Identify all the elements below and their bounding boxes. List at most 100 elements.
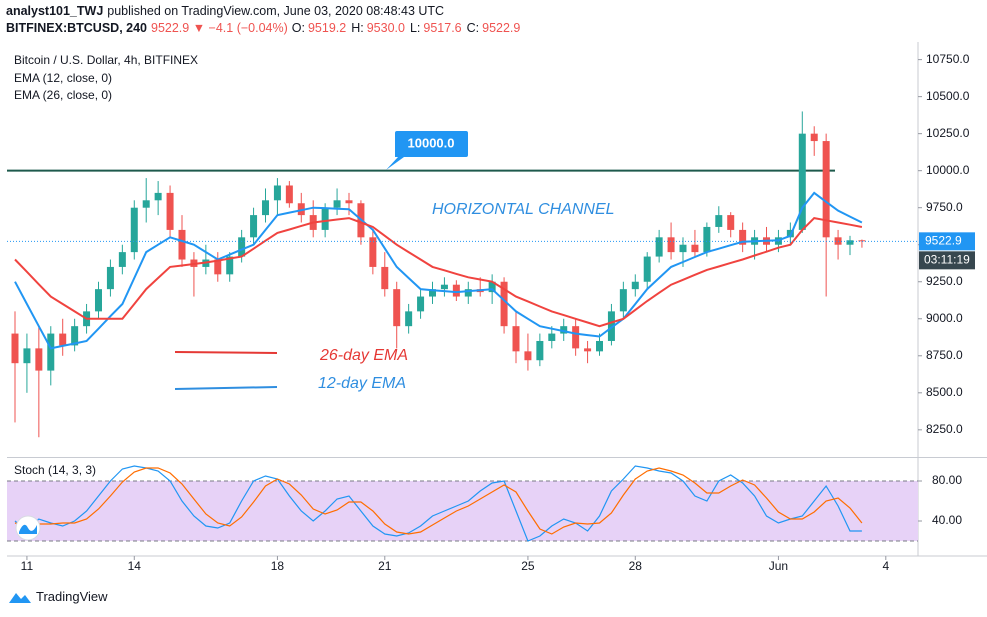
ohlc-label: H: [351, 21, 364, 35]
candle-body [405, 311, 413, 327]
candle-body [47, 333, 55, 371]
ohlc-label: O: [291, 21, 305, 35]
annotation: 12-day EMA [318, 375, 406, 392]
ohlc: O: 9519.2 H: 9530.0 L: 9517.6 C: 9522.9 [292, 21, 523, 35]
x-tick-label: 28 [629, 559, 643, 573]
callout: 10000.0 [386, 131, 468, 170]
header-line-2: BITFINEX:BTCUSD, 240 9522.9 ▼ −4.1 (−0.0… [6, 21, 522, 35]
ema-legend: EMA (26, close, 0) [14, 88, 112, 102]
ohlc-value: 9519.2 [307, 21, 347, 35]
price-title: Bitcoin / U.S. Dollar, 4h, BITFINEX [14, 53, 198, 67]
x-tick-label: 25 [521, 559, 535, 573]
candle-body [548, 333, 556, 341]
x-tick-label: 18 [271, 559, 285, 573]
candle-body [739, 229, 747, 245]
candle-body [810, 133, 818, 142]
candle-body [524, 351, 532, 361]
last-price-label: 9522.9 [925, 234, 962, 248]
annotation-line [174, 386, 278, 390]
candle-body [11, 333, 19, 364]
candle-body [667, 237, 675, 253]
candle-body [703, 226, 711, 253]
y-tick-label: 9000.0 [926, 311, 963, 325]
ohlc-value: 9517.6 [423, 21, 462, 35]
y-tick-label: 8750.0 [926, 348, 963, 362]
candle-body [619, 289, 627, 312]
candle-body [393, 289, 401, 327]
quote: 9522.9 ▼ −4.1 (−0.04%) [151, 21, 288, 35]
stoch-band [7, 481, 918, 541]
candle-body [727, 215, 735, 230]
candle-body [106, 266, 114, 290]
ema-line [14, 191, 863, 350]
candle-body [130, 207, 138, 253]
y-tick-label: 9250.0 [926, 274, 963, 288]
candle-body [238, 237, 246, 257]
y-tick-label: 8250.0 [926, 422, 963, 436]
countdown: 03:11:19 [924, 253, 970, 267]
candle-body [250, 215, 258, 238]
candle-body [584, 348, 592, 352]
ohlc-value: 9522.9 [482, 21, 521, 35]
ohlc-value: 9530.0 [366, 21, 405, 35]
candle-body [23, 348, 31, 364]
candle-body [607, 311, 615, 341]
x-tick-label: 4 [882, 559, 889, 573]
last-price-box [919, 232, 975, 251]
axes: 8250.08500.08750.09000.09250.09500.09750… [21, 52, 975, 573]
candle-body [655, 237, 663, 257]
ema-line [14, 217, 863, 328]
candle-body [679, 244, 687, 253]
candle-body [691, 244, 699, 253]
watermark-logo [15, 515, 41, 541]
ohlc-label: C: [466, 21, 480, 35]
countdown-box [919, 251, 975, 270]
candle-body [381, 266, 389, 290]
stoch-line [14, 467, 863, 535]
candle-body [596, 340, 604, 352]
candle-body [572, 326, 580, 349]
x-tick-label: 11 [21, 559, 34, 573]
y-tick-label: 10000.0 [926, 163, 970, 177]
candle-body [118, 252, 126, 267]
y-tick-label: 40.00 [932, 513, 962, 527]
candle-body [345, 200, 353, 204]
x-tick-label: Jun [769, 559, 788, 573]
candle-body [846, 240, 854, 245]
candle-body [643, 256, 651, 282]
ohlc-label: L: [409, 21, 421, 35]
candle-body [154, 192, 162, 201]
ema-legend: EMA (12, close, 0) [14, 71, 112, 85]
y-tick-label: 10250.0 [926, 126, 970, 140]
price-pane [7, 111, 918, 438]
candle-body [142, 200, 150, 208]
stoch-pane [7, 465, 918, 542]
annotation: HORIZONTAL CHANNEL [432, 201, 615, 218]
candle-body [798, 133, 806, 230]
candle-body [321, 207, 329, 230]
y-tick-label: 9750.0 [926, 200, 963, 214]
y-tick-label: 80.00 [932, 473, 962, 487]
candle-body [261, 200, 269, 216]
candle-body [369, 237, 377, 267]
stoch-title: Stoch (14, 3, 3) [14, 463, 96, 477]
candle-body [226, 256, 234, 275]
stoch-line [14, 465, 862, 542]
candle-body [285, 185, 293, 204]
header-line-1: analyst101_TWJ published on TradingView.… [6, 4, 444, 18]
candle-body [94, 289, 102, 312]
candle-body [178, 229, 186, 260]
footer: TradingView [8, 589, 108, 604]
candle-body [500, 281, 508, 327]
candle-body [428, 289, 436, 297]
candle-body [214, 259, 222, 275]
footer-logo [9, 592, 31, 603]
candle-body [35, 348, 43, 371]
candle-body [488, 281, 496, 293]
candle-body [464, 289, 472, 297]
candle-body [440, 284, 448, 290]
annotation-line [174, 351, 278, 354]
candle-body [631, 281, 639, 290]
candle-body [858, 240, 866, 242]
